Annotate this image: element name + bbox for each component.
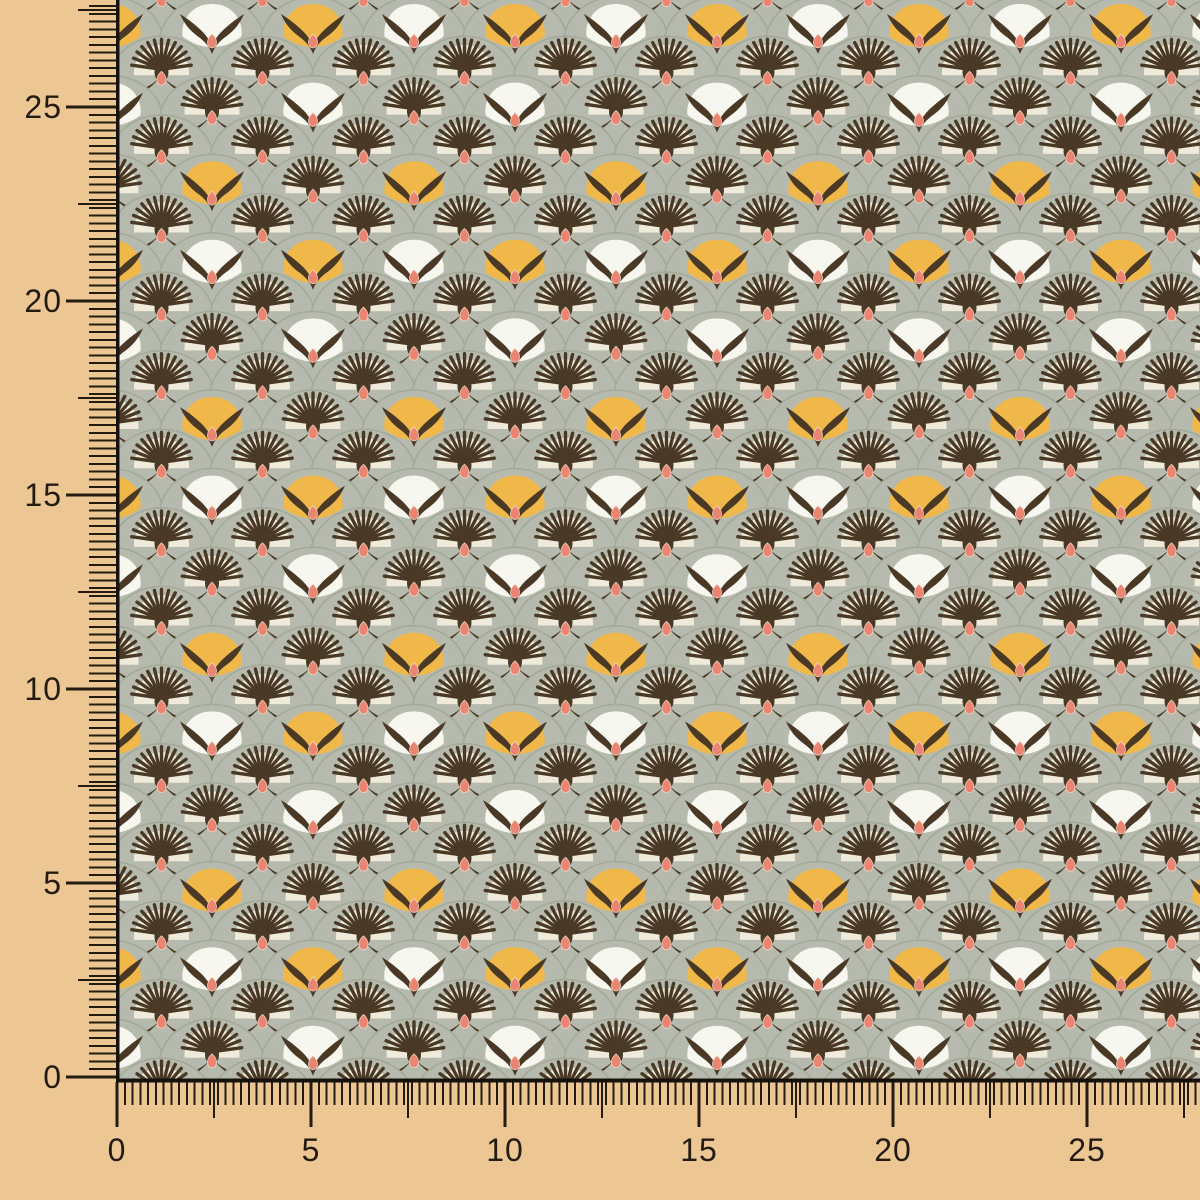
- fabric-left-edge-line: [116, 0, 120, 1082]
- fabric-weave-texture: [117, 0, 1200, 1079]
- fabric-bottom-edge-line: [116, 1078, 1200, 1083]
- ruler-ticks: [66, 0, 1200, 1127]
